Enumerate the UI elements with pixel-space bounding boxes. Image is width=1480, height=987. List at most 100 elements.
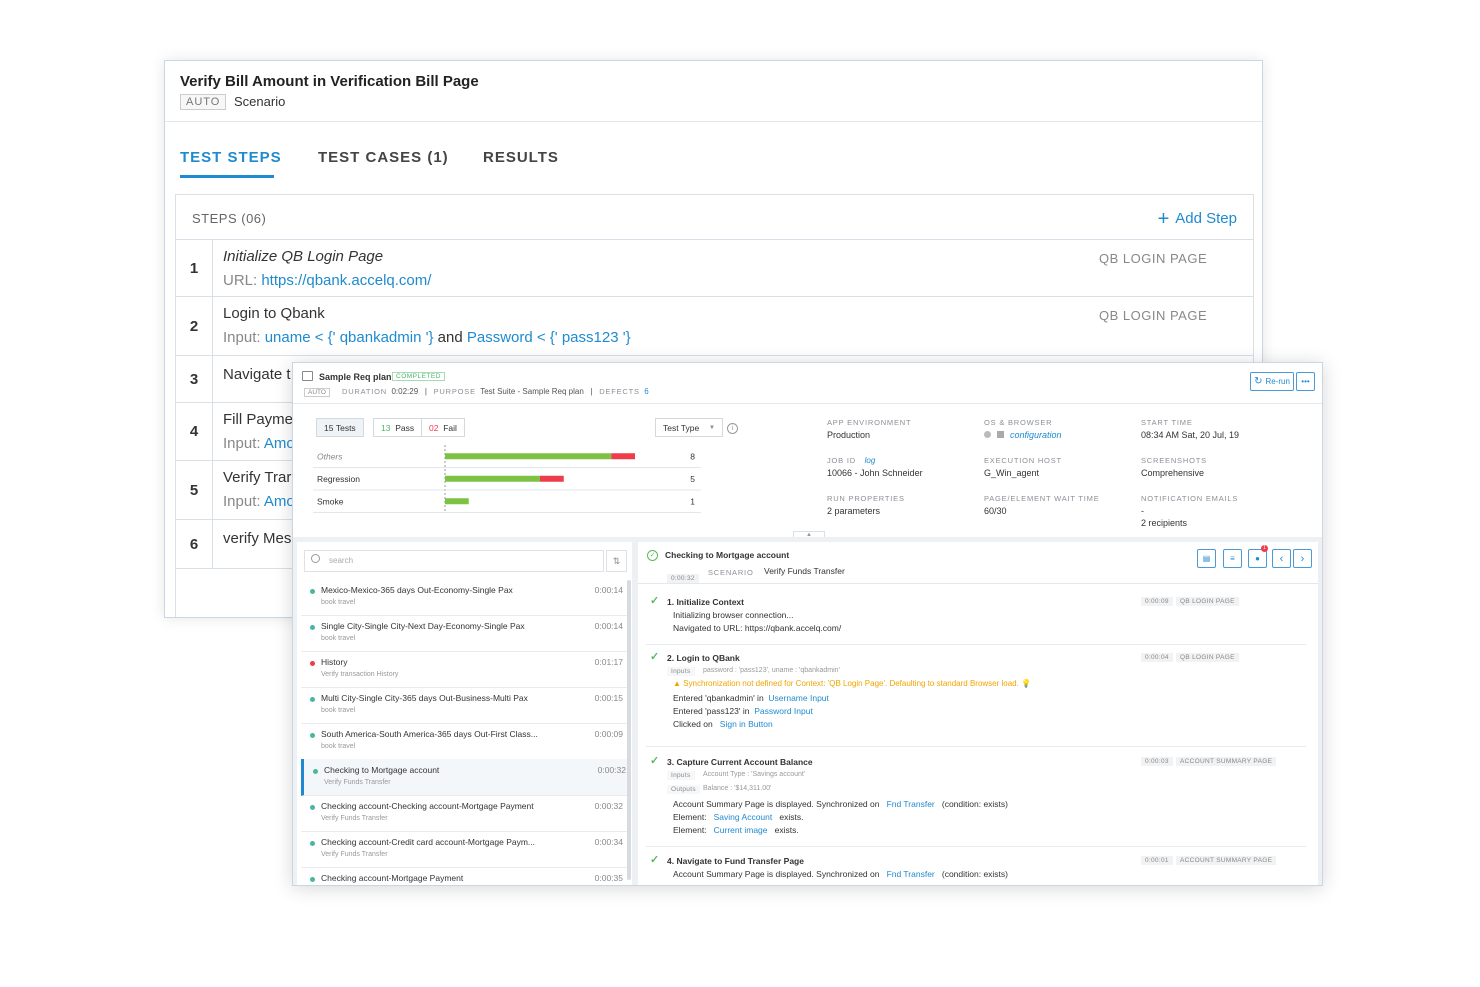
chart-svg: Others 8 Regression 5 Smoke 1 bbox=[313, 445, 701, 513]
report-header: Sample Req plan COMPLETED AUTO DURATION … bbox=[293, 363, 1322, 404]
plan-name[interactable]: Sample Req plan bbox=[319, 372, 392, 382]
status-badge: COMPLETED bbox=[392, 372, 445, 381]
test-list: Mexico-Mexico-365 days Out-Economy-Singl… bbox=[297, 579, 627, 885]
status-dot-icon bbox=[310, 841, 315, 846]
test-list-duration: 0:00:15 bbox=[594, 693, 623, 703]
step-input-link[interactable]: uname < {' qbankadmin '} bbox=[264, 329, 434, 346]
chart-total-label: 5 bbox=[690, 474, 695, 484]
test-list-duration: 0:00:32 bbox=[594, 801, 623, 811]
run-step-title[interactable]: 2. Login to QBank bbox=[667, 653, 740, 663]
chart-category-label: Smoke bbox=[317, 496, 344, 506]
tests-count-pill[interactable]: 15 Tests bbox=[316, 418, 364, 437]
bug-icon[interactable]: ● bbox=[1248, 549, 1267, 568]
run-step-log: Entered 'pass123' in Password Input bbox=[673, 706, 813, 716]
step-subtitle: Input: uname < {' qbankadmin '} and Pass… bbox=[223, 329, 631, 346]
run-info-item: SCREENSHOTS Comprehensive bbox=[1141, 456, 1291, 478]
run-info-value: 08:34 AM Sat, 20 Jul, 19 bbox=[1141, 430, 1240, 440]
detail-duration: 0:00:32 bbox=[667, 567, 699, 585]
test-list-duration: 0:00:34 bbox=[594, 837, 623, 847]
tab-test-steps[interactable]: TEST STEPS bbox=[180, 149, 282, 166]
run-properties-link[interactable]: 2 parameters bbox=[827, 506, 881, 516]
scenario-type: Scenario bbox=[234, 94, 286, 109]
run-step-title[interactable]: 3. Capture Current Account Balance bbox=[667, 757, 813, 767]
next-button[interactable]: › bbox=[1293, 549, 1312, 568]
test-list-item[interactable]: Checking account-Checking account-Mortga… bbox=[301, 795, 627, 832]
test-list-title: Checking to Mortgage account bbox=[324, 765, 440, 775]
inputs-label: Inputs bbox=[667, 667, 695, 676]
info-icon[interactable]: i bbox=[727, 423, 738, 434]
step-url-link[interactable]: https://qbank.accelq.com/ bbox=[261, 272, 432, 289]
search-box[interactable]: search bbox=[304, 550, 604, 572]
check-icon: ✓ bbox=[650, 651, 660, 663]
test-list-item[interactable]: Checking account-Credit card account-Mor… bbox=[301, 831, 627, 868]
test-list-title: Single City-Single City-Next Day-Economy… bbox=[321, 621, 525, 631]
collapse-toggle-icon[interactable]: ▲ bbox=[793, 531, 825, 538]
test-list-item[interactable]: History Verify transaction History 0:01:17 bbox=[301, 651, 627, 688]
test-list-subtitle: book travel bbox=[321, 635, 356, 642]
test-list-duration: 0:00:09 bbox=[594, 729, 623, 739]
chart-bar-fail[interactable] bbox=[540, 475, 564, 482]
test-list-duration: 0:00:14 bbox=[594, 585, 623, 595]
test-type-dropdown[interactable]: Test Type ▼ bbox=[655, 418, 723, 437]
run-step-log: Element: Saving Account exists. bbox=[673, 812, 804, 822]
step-row[interactable]: 3 Navigate t bbox=[176, 355, 1253, 402]
list-scrollbar[interactable] bbox=[627, 580, 631, 880]
chart-bar-pass[interactable] bbox=[445, 453, 612, 460]
test-run-report: Sample Req plan COMPLETED AUTO DURATION … bbox=[292, 362, 1323, 886]
test-list-item[interactable]: Mexico-Mexico-365 days Out-Economy-Singl… bbox=[301, 579, 627, 616]
step-row[interactable]: 1 Initialize QB Login Page URL: https://… bbox=[176, 239, 1253, 296]
more-options-button[interactable]: ••• bbox=[1296, 372, 1315, 391]
run-step-page: QB LOGIN PAGE bbox=[1176, 653, 1239, 662]
recipients-link[interactable]: 2 recipients bbox=[1141, 518, 1188, 528]
step-page-label: QB LOGIN PAGE bbox=[1099, 308, 1208, 323]
scenario-name[interactable]: Verify Funds Transfer bbox=[764, 566, 845, 576]
test-list-duration: 0:01:17 bbox=[594, 657, 623, 667]
step-row[interactable]: 2 Login to Qbank Input: uname < {' qbank… bbox=[176, 296, 1253, 355]
run-info-label: NOTIFICATION EMAILS bbox=[1141, 494, 1239, 503]
run-step-title[interactable]: 4. Navigate to Fund Transfer Page bbox=[667, 856, 804, 866]
tab-test-cases[interactable]: TEST CASES (1) bbox=[318, 149, 449, 166]
test-list-item[interactable]: Single City-Single City-Next Day-Economy… bbox=[301, 615, 627, 652]
run-step-title[interactable]: 1. Initialize Context bbox=[667, 597, 744, 607]
pass-count-pill[interactable]: 13 Pass bbox=[373, 418, 423, 437]
configuration-link[interactable]: configuration bbox=[1010, 430, 1062, 440]
plus-icon: + bbox=[1157, 208, 1170, 230]
chart-bar-pass[interactable] bbox=[445, 475, 540, 482]
test-list-item[interactable]: South America-South America-365 days Out… bbox=[301, 723, 627, 760]
inputs-values: password : 'pass123', uname : 'qbankadmi… bbox=[703, 667, 840, 674]
rerun-button[interactable]: ↻ Re-run bbox=[1250, 372, 1294, 391]
step-number: 4 bbox=[176, 403, 213, 460]
document-icon[interactable]: ▤ bbox=[1197, 549, 1216, 568]
run-info-label: PAGE/ELEMENT WAIT TIME bbox=[984, 494, 1100, 503]
step-input-link[interactable]: Password < {' pass123 '} bbox=[466, 329, 631, 346]
search-input[interactable]: search bbox=[329, 556, 354, 565]
test-type-chart: Others 8 Regression 5 Smoke 1 bbox=[313, 445, 701, 517]
run-info-item: PAGE/ELEMENT WAIT TIME 60/30 bbox=[984, 494, 1134, 516]
chart-total-label: 1 bbox=[690, 496, 695, 506]
run-step-log: Account Summary Page is displayed. Synch… bbox=[673, 869, 1008, 879]
test-list-item[interactable]: Multi City-Single City-365 days Out-Busi… bbox=[301, 687, 627, 724]
add-step-button[interactable]: + Add Step bbox=[1158, 208, 1237, 231]
fail-count-pill[interactable]: 02 Fail bbox=[421, 418, 465, 437]
list-icon[interactable]: ≡ bbox=[1223, 549, 1242, 568]
defects-link[interactable]: 6 bbox=[644, 387, 649, 396]
chart-bar-pass[interactable] bbox=[445, 498, 469, 505]
sort-icon[interactable]: ⇅ bbox=[606, 550, 627, 572]
step-number: 1 bbox=[176, 240, 213, 296]
check-icon: ✓ bbox=[650, 854, 660, 866]
test-list-item[interactable]: Checking account-Mortgage Payment 0:00:35 bbox=[301, 867, 627, 885]
log-link[interactable]: log bbox=[864, 456, 876, 465]
run-step-log: Account Summary Page is displayed. Synch… bbox=[673, 799, 1008, 809]
add-step-label: Add Step bbox=[1175, 210, 1237, 227]
header-divider bbox=[165, 121, 1262, 122]
test-list-duration: 0:00:32 bbox=[597, 765, 626, 775]
step-subtitle: Input: Amo bbox=[223, 493, 295, 510]
previous-button[interactable]: ‹ bbox=[1272, 549, 1291, 568]
run-step: ✓ 3. Capture Current Account Balance 0:0… bbox=[646, 754, 1306, 847]
status-dot-icon bbox=[313, 769, 318, 774]
run-info-item: RUN PROPERTIES 2 parameters bbox=[827, 494, 977, 516]
test-list-item[interactable]: Checking to Mortgage account Verify Funds… bbox=[301, 759, 627, 796]
run-info-value: configuration bbox=[984, 430, 1134, 440]
chart-bar-fail[interactable] bbox=[611, 453, 635, 460]
tab-results[interactable]: RESULTS bbox=[483, 149, 559, 166]
